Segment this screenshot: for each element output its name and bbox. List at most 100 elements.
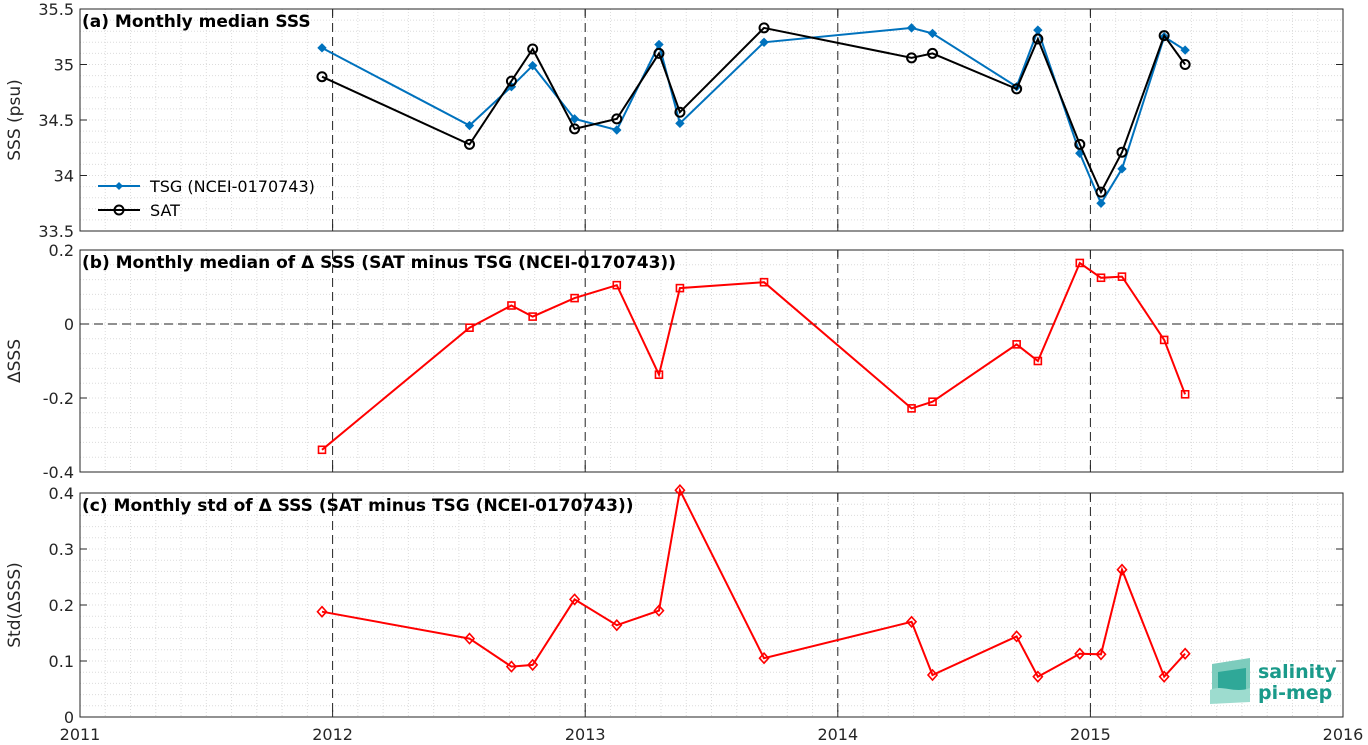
data-point bbox=[1179, 647, 1191, 660]
y-tick-label: 35.5 bbox=[38, 0, 74, 19]
y-tick-label: 35 bbox=[54, 56, 74, 75]
data-point bbox=[1032, 670, 1044, 683]
data-point bbox=[653, 47, 665, 59]
data-point bbox=[1095, 648, 1107, 661]
data-point bbox=[317, 43, 327, 53]
data-point bbox=[905, 615, 918, 628]
data-point bbox=[1180, 45, 1190, 55]
data-point bbox=[463, 632, 476, 645]
y-tick-label: 0 bbox=[64, 315, 74, 334]
data-point bbox=[1179, 59, 1191, 70]
legend-label: TSG (NCEI-0170743) bbox=[149, 177, 315, 196]
series-delta-1 bbox=[317, 258, 1190, 455]
panel-title: (a) Monthly median SSS bbox=[82, 12, 311, 32]
logo-text-line2: pi-mep bbox=[1258, 682, 1332, 704]
y-tick-label: 0.3 bbox=[49, 540, 74, 559]
data-point bbox=[1074, 138, 1086, 150]
y-tick-label: 33.5 bbox=[38, 222, 74, 241]
x-tick-label: 2016 bbox=[1323, 725, 1364, 744]
data-point bbox=[464, 120, 475, 131]
y-tick-label: 0.2 bbox=[49, 596, 74, 615]
data-point bbox=[527, 60, 538, 71]
y-tick-label: 0.1 bbox=[49, 652, 74, 671]
data-point bbox=[612, 125, 622, 135]
data-point bbox=[569, 114, 580, 124]
data-point bbox=[316, 605, 328, 618]
data-point bbox=[1158, 670, 1170, 683]
series-delta-2 bbox=[316, 484, 1191, 683]
panel-b-delta-sss: -0.4 -0.2 0 0.2 ΔSSS (b) Monthly median of Δ … bbox=[5, 241, 1344, 482]
series-line bbox=[321, 26, 1186, 195]
data-point bbox=[317, 445, 327, 455]
data-point bbox=[569, 123, 581, 135]
minor-grid bbox=[80, 9, 1343, 231]
data-point bbox=[505, 660, 518, 673]
data-point bbox=[465, 323, 474, 333]
y-tick-label: -0.2 bbox=[43, 389, 74, 408]
legend-label: SAT bbox=[150, 201, 180, 220]
data-point bbox=[675, 118, 685, 129]
data-point bbox=[528, 312, 537, 321]
x-tick-label: 2012 bbox=[312, 725, 353, 744]
data-point bbox=[1158, 30, 1170, 42]
data-point bbox=[464, 138, 476, 150]
data-point bbox=[674, 484, 686, 497]
data-point bbox=[1074, 647, 1086, 660]
data-point bbox=[906, 52, 918, 64]
x-tick-label: 2011 bbox=[60, 725, 101, 744]
series-line bbox=[321, 26, 1186, 206]
data-point bbox=[674, 106, 686, 118]
major-grid bbox=[332, 250, 1091, 472]
x-tick-label: 2014 bbox=[817, 725, 858, 744]
data-point bbox=[569, 593, 581, 606]
data-point bbox=[527, 43, 539, 55]
panel-a-sss: 33.5 34 34.5 35 35.5 SSS (psu) (a) Monthly med… bbox=[5, 0, 1344, 241]
data-point bbox=[1033, 356, 1043, 366]
x-tick-label: 2013 bbox=[565, 725, 606, 744]
data-point bbox=[759, 37, 769, 48]
data-point bbox=[1096, 198, 1106, 208]
data-point bbox=[507, 301, 516, 310]
data-point bbox=[927, 28, 938, 39]
series-tsg bbox=[317, 23, 1190, 208]
data-point bbox=[1159, 335, 1169, 345]
y-tick-label: 0 bbox=[64, 708, 74, 727]
logo-shape bbox=[1210, 688, 1250, 704]
panel-title: (c) Monthly std of Δ SSS (SAT minus TSG … bbox=[82, 496, 633, 516]
data-point bbox=[928, 397, 937, 407]
panel-title: (b) Monthly median of Δ SSS (SAT minus T… bbox=[82, 253, 676, 273]
y-tick-label: 0.2 bbox=[49, 241, 74, 260]
legend: TSG (NCEI-0170743) SAT bbox=[98, 177, 315, 220]
legend-marker bbox=[115, 182, 123, 190]
y-tick-label: -0.4 bbox=[43, 463, 74, 482]
data-point bbox=[505, 75, 517, 87]
data-point bbox=[1032, 33, 1044, 45]
data-point bbox=[1096, 273, 1106, 283]
data-point bbox=[611, 113, 623, 125]
data-point bbox=[1075, 258, 1085, 268]
data-point bbox=[612, 280, 622, 290]
x-tick-label: 2015 bbox=[1070, 725, 1111, 744]
data-point bbox=[653, 604, 665, 617]
data-point bbox=[1012, 340, 1021, 349]
data-point bbox=[1117, 164, 1127, 174]
data-point bbox=[926, 668, 939, 682]
data-point bbox=[1095, 186, 1107, 198]
legend-marker bbox=[113, 204, 125, 216]
data-point bbox=[1011, 630, 1023, 643]
data-point bbox=[1011, 83, 1023, 95]
panel-c-std-delta-sss: 0 0.1 0.2 0.3 0.4 2011 2012 2013 2014 2015 2016 Std… bbox=[5, 484, 1363, 744]
data-point bbox=[570, 293, 579, 303]
data-point bbox=[759, 277, 769, 287]
y-tick-label: 34 bbox=[54, 167, 74, 186]
y-axis-label: Std(ΔSSS) bbox=[5, 562, 25, 648]
data-point bbox=[927, 47, 939, 59]
data-point bbox=[654, 370, 664, 379]
data-point bbox=[1180, 389, 1190, 399]
y-axis-label: ΔSSS bbox=[5, 339, 25, 383]
axes-box bbox=[79, 249, 1344, 473]
data-point bbox=[611, 618, 623, 632]
data-point bbox=[758, 22, 770, 34]
